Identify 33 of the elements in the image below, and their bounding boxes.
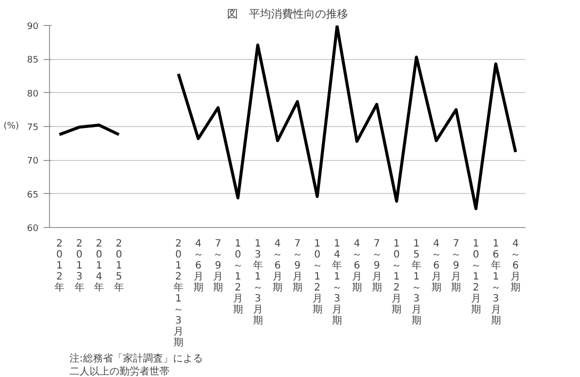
x-tick-label: 2014年 xyxy=(94,238,104,294)
x-tick-label: 10～12月期 xyxy=(470,238,481,316)
y-tick-label: 75 xyxy=(27,123,38,133)
x-tick-label: 15年1～3月期 xyxy=(411,238,422,326)
x-tick-label: 4～6月期 xyxy=(272,238,283,294)
x-tick-label: 4～6月期 xyxy=(431,238,442,294)
x-tick-label: 4～6月期 xyxy=(352,238,362,294)
text: 二人以上の勤労者世帯 xyxy=(70,366,170,377)
x-tick-label: 2015年 xyxy=(114,238,124,294)
y-tick-label: 65 xyxy=(27,190,38,200)
y-tick-label: 85 xyxy=(27,56,38,66)
text: 注:総務省「家計調査」による xyxy=(70,352,203,364)
category-label: 2012年1～3月期 xyxy=(173,238,184,348)
x-tick-label: 10～12月期 xyxy=(392,238,402,316)
x-tick-label: 10～12月期 xyxy=(312,238,322,316)
x-tick-label: 4～6月期 xyxy=(510,238,521,294)
x-tick-label: 7～9月期 xyxy=(213,238,224,294)
x-tick-label: 16年1～3月期 xyxy=(490,238,501,326)
x-tick-label: 2012年 xyxy=(54,238,64,294)
x-tick-label: 14年1～3月期 xyxy=(332,238,342,326)
x-tick-label: 7～9月期 xyxy=(372,238,382,294)
x-tick-label: 2013年 xyxy=(74,238,84,294)
x-tick-label: 13年1～3月期 xyxy=(252,238,263,326)
x-tick-label: 7～9月期 xyxy=(292,238,302,294)
y-axis-title: (%) xyxy=(3,122,20,132)
x-tick-label: 7～9月期 xyxy=(451,238,462,294)
y-tick-label: 90 xyxy=(27,22,39,32)
x-tick-label: 10～12月期 xyxy=(232,238,243,316)
x-tick-label: 4～6月期 xyxy=(193,238,204,294)
chart-title: 図 平均消費性向の推移 xyxy=(227,8,348,20)
y-tick-label: 60 xyxy=(27,224,39,234)
y-tick-label: 70 xyxy=(27,156,39,167)
y-tick-label: 80 xyxy=(27,89,39,100)
